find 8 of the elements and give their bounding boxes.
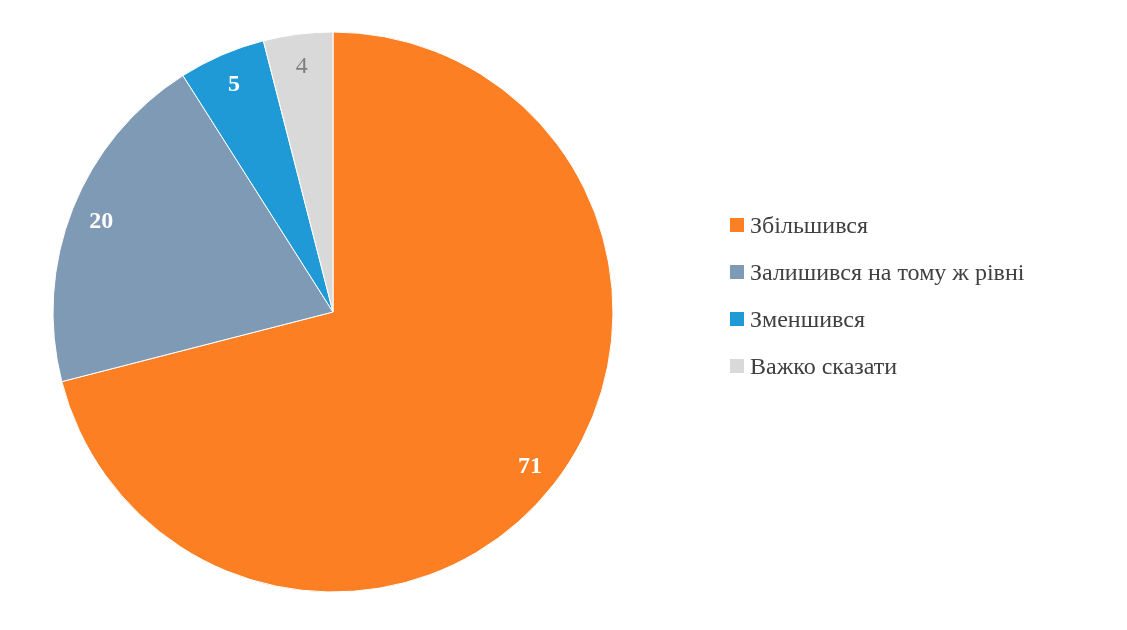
data-label: 20 [89, 207, 114, 234]
legend-label: Залишився на тому ж рівні [750, 259, 1025, 285]
legend-label: Зменшився [750, 306, 865, 332]
legend-label: Збільшився [750, 212, 869, 238]
data-label: 5 [228, 70, 241, 97]
data-label: 71 [517, 451, 542, 478]
legend-label: Важко сказати [750, 353, 898, 379]
data-label: 4 [295, 51, 308, 78]
